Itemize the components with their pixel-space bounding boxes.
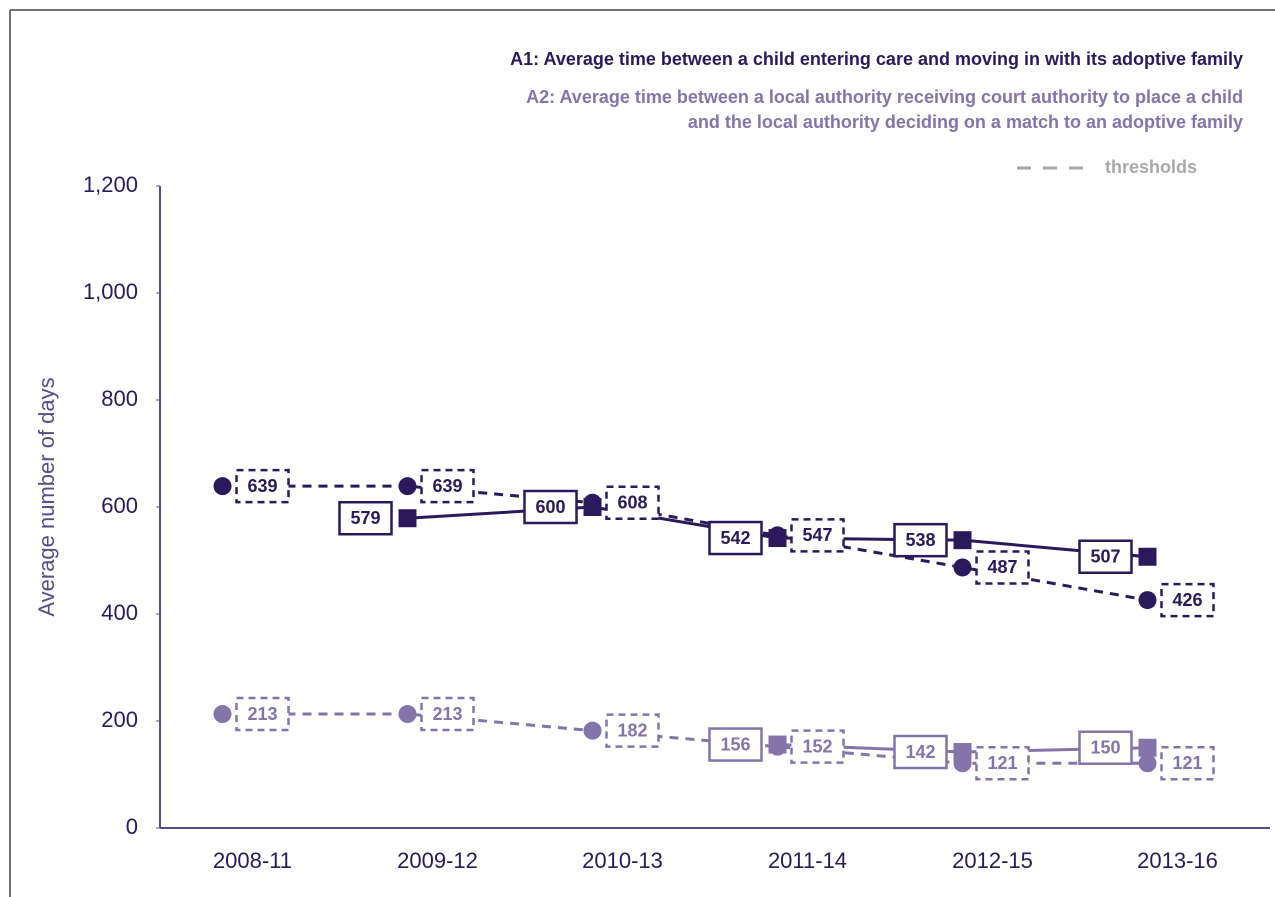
- value-label-box: [605, 485, 660, 520]
- value-label-box: [1078, 730, 1133, 765]
- value-label: 142: [905, 742, 935, 762]
- value-label-box: [420, 696, 475, 732]
- value-label-box: [975, 550, 1030, 585]
- value-label-box: [420, 468, 475, 504]
- y-tick-label: 800: [101, 386, 138, 411]
- value-label: 213: [432, 704, 462, 724]
- value-label: 150: [1090, 738, 1120, 758]
- marker: [398, 477, 417, 496]
- value-label: 600: [535, 497, 565, 517]
- value-label-box: [708, 727, 763, 762]
- value-label: 152: [802, 736, 832, 756]
- marker: [768, 737, 787, 756]
- value-label-box: [790, 518, 845, 553]
- y-axis-label: Average number of days: [34, 377, 59, 616]
- value-label-box: [708, 520, 763, 556]
- value-label: 121: [1172, 753, 1202, 773]
- value-label: 608: [617, 492, 647, 512]
- legend-text: thresholds: [1105, 157, 1197, 177]
- value-label-box: [790, 729, 845, 764]
- x-tick-label: 2010-13: [582, 848, 663, 873]
- value-label-box: [235, 468, 290, 504]
- y-tick-label: 1,200: [83, 172, 138, 197]
- value-label-box: [893, 522, 948, 558]
- legend-text: and the local authority deciding on a ma…: [688, 112, 1243, 132]
- series-line: [222, 484, 1148, 602]
- value-label: 182: [617, 720, 647, 740]
- marker: [398, 509, 417, 528]
- value-label: 538: [905, 530, 935, 550]
- value-label: 542: [720, 528, 750, 548]
- y-tick-label: 600: [101, 493, 138, 518]
- value-label: 156: [720, 734, 750, 754]
- marker: [213, 705, 232, 724]
- marker: [583, 493, 602, 512]
- y-tick-label: 0: [126, 814, 138, 839]
- y-tick-label: 400: [101, 600, 138, 625]
- x-tick-label: 2012-15: [952, 848, 1033, 873]
- value-label: 639: [432, 476, 462, 496]
- marker: [953, 754, 972, 773]
- x-tick-label: 2011-14: [768, 848, 847, 873]
- value-label-box: [975, 746, 1030, 781]
- value-label: 487: [987, 557, 1017, 577]
- value-label: 639: [247, 476, 277, 496]
- value-label-box: [523, 489, 578, 525]
- marker: [583, 721, 602, 740]
- marker: [1138, 591, 1157, 610]
- marker: [1138, 547, 1157, 566]
- legend-text: A2: Average time between a local authori…: [526, 87, 1243, 107]
- legend-text: A1: Average time between a child enterin…: [510, 49, 1243, 69]
- value-label-box: [235, 696, 290, 732]
- value-label: 426: [1172, 590, 1202, 610]
- y-tick-label: 1,000: [83, 279, 138, 304]
- marker: [1138, 738, 1157, 757]
- value-label: 507: [1090, 547, 1120, 567]
- value-label: 213: [247, 704, 277, 724]
- marker: [398, 705, 417, 724]
- x-tick-label: 2013-16: [1137, 848, 1218, 873]
- marker: [213, 477, 232, 496]
- value-label-box: [338, 500, 393, 536]
- marker: [1138, 754, 1157, 773]
- value-label-box: [1078, 539, 1133, 575]
- marker: [953, 531, 972, 550]
- value-label-box: [1160, 582, 1215, 618]
- marker: [768, 526, 787, 545]
- value-label-box: [1160, 746, 1215, 781]
- x-tick-label: 2008-11: [213, 848, 292, 873]
- value-label-box: [893, 734, 948, 770]
- value-label-box: [605, 713, 660, 748]
- value-label: 547: [802, 525, 832, 545]
- value-label: 121: [987, 753, 1017, 773]
- value-label: 579: [350, 508, 380, 528]
- y-tick-label: 200: [101, 707, 138, 732]
- x-tick-label: 2009-12: [397, 848, 478, 873]
- marker: [953, 558, 972, 577]
